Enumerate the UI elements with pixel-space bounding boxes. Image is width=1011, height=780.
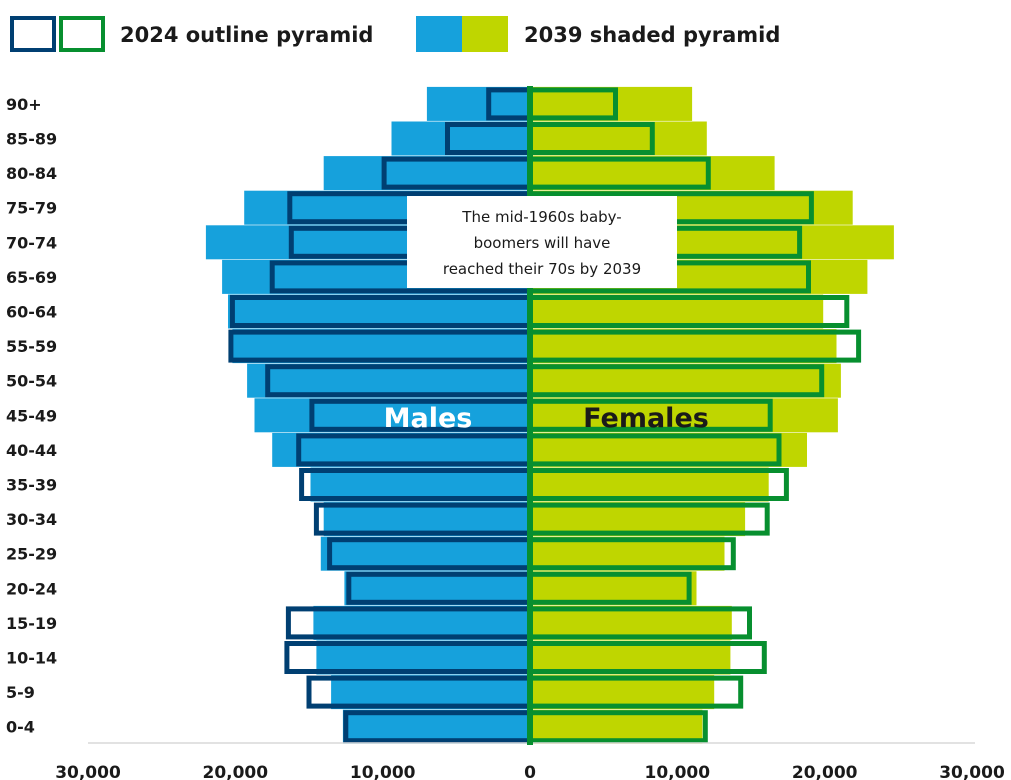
bar-2039-females-90+ bbox=[530, 86, 693, 121]
legend-label-2039: 2039 shaded pyramid bbox=[524, 23, 780, 47]
age-label-90+: 90+ bbox=[6, 95, 42, 114]
x-tick-label: 20,000 bbox=[202, 763, 268, 780]
shaded-bars bbox=[205, 86, 894, 744]
age-label-30-34: 30-34 bbox=[6, 510, 57, 529]
age-label-80-84: 80-84 bbox=[6, 164, 57, 183]
age-label-5-9: 5-9 bbox=[6, 683, 35, 702]
bar-2039-males-5-9 bbox=[331, 675, 530, 710]
annotation: The mid-1960s baby- boomers will have re… bbox=[407, 196, 677, 288]
bar-2039-males-0-4 bbox=[342, 709, 530, 744]
legend: 2024 outline pyramid 2039 shaded pyramid bbox=[10, 16, 780, 52]
x-axis-ticks: 30,000 20,000 10,000 0 10,000 20,000 30,000 bbox=[55, 763, 1005, 780]
bar-2039-females-60-64 bbox=[530, 294, 824, 329]
age-label-75-79: 75-79 bbox=[6, 199, 57, 218]
x-tick-label: 10,000 bbox=[350, 763, 416, 780]
annotation-line-2: boomers will have bbox=[474, 234, 611, 252]
females-label: Females bbox=[583, 403, 709, 434]
age-label-50-54: 50-54 bbox=[6, 372, 57, 391]
age-label-25-29: 25-29 bbox=[6, 545, 57, 564]
bar-2039-females-0-4 bbox=[530, 709, 703, 744]
age-label-20-24: 20-24 bbox=[6, 579, 57, 598]
bar-2039-females-45-49 bbox=[530, 398, 838, 433]
bar-2039-males-30-34 bbox=[323, 502, 530, 537]
bar-2039-females-5-9 bbox=[530, 675, 715, 710]
x-tick-label: 0 bbox=[524, 763, 536, 780]
bar-2039-males-85-89 bbox=[391, 121, 530, 156]
age-label-70-74: 70-74 bbox=[6, 233, 57, 252]
bar-2039-males-90+ bbox=[426, 86, 530, 121]
x-tick-label: 30,000 bbox=[55, 763, 121, 780]
bar-2039-females-85-89 bbox=[530, 121, 707, 156]
bar-2039-females-40-44 bbox=[530, 432, 807, 467]
age-label-40-44: 40-44 bbox=[6, 441, 57, 460]
bar-2039-females-55-59 bbox=[530, 329, 837, 364]
annotation-box bbox=[407, 196, 677, 288]
bar-2039-males-10-14 bbox=[316, 640, 530, 675]
age-label-60-64: 60-64 bbox=[6, 303, 57, 322]
bar-2039-males-40-44 bbox=[272, 432, 530, 467]
bar-2039-males-15-19 bbox=[313, 605, 530, 640]
bar-2039-females-20-24 bbox=[530, 571, 697, 606]
legend-swatch-shaded-female bbox=[462, 16, 508, 52]
x-tick-label: 20,000 bbox=[792, 763, 858, 780]
bar-2039-males-60-64 bbox=[228, 294, 530, 329]
age-label-85-89: 85-89 bbox=[6, 130, 57, 149]
bar-2039-males-20-24 bbox=[344, 571, 530, 606]
bar-2039-females-80-84 bbox=[530, 156, 775, 191]
legend-label-2024: 2024 outline pyramid bbox=[120, 23, 373, 47]
legend-swatch-shaded-male bbox=[416, 16, 462, 52]
bar-2039-females-15-19 bbox=[530, 605, 732, 640]
bar-2039-females-30-34 bbox=[530, 502, 746, 537]
bar-2039-females-10-14 bbox=[530, 640, 731, 675]
bar-2039-females-25-29 bbox=[530, 536, 725, 571]
bar-2039-males-55-59 bbox=[232, 329, 530, 364]
age-label-65-69: 65-69 bbox=[6, 268, 57, 287]
legend-swatch-outline-male bbox=[10, 16, 56, 52]
age-label-55-59: 55-59 bbox=[6, 337, 57, 356]
bar-2039-males-25-29 bbox=[320, 536, 530, 571]
males-label: Males bbox=[384, 403, 473, 434]
bar-2039-females-35-39 bbox=[530, 467, 769, 502]
bar-2039-males-45-49 bbox=[254, 398, 530, 433]
bar-2039-males-35-39 bbox=[310, 467, 530, 502]
annotation-line-1: The mid-1960s baby- bbox=[461, 208, 621, 226]
age-label-10-14: 10-14 bbox=[6, 649, 57, 668]
annotation-line-3: reached their 70s by 2039 bbox=[443, 260, 641, 278]
bar-2039-females-50-54 bbox=[530, 363, 841, 398]
bar-2039-males-80-84 bbox=[323, 156, 530, 191]
legend-swatch-outline-female bbox=[59, 16, 105, 52]
bar-2039-males-50-54 bbox=[247, 363, 530, 398]
age-label-35-39: 35-39 bbox=[6, 476, 57, 495]
age-labels: 0-4 5-9 10-14 15-19 20-24 25-29 30-34 35-39 40-4… bbox=[6, 95, 57, 737]
age-label-45-49: 45-49 bbox=[6, 406, 57, 425]
x-tick-label: 30,000 bbox=[939, 763, 1005, 780]
age-label-0-4: 0-4 bbox=[6, 718, 35, 737]
age-label-15-19: 15-19 bbox=[6, 614, 57, 633]
x-tick-label: 10,000 bbox=[644, 763, 710, 780]
